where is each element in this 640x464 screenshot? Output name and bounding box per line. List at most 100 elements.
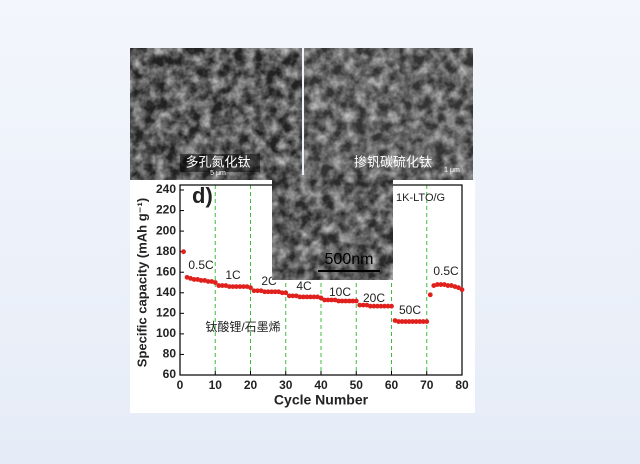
point <box>456 285 461 291</box>
point <box>434 282 440 287</box>
point <box>445 283 451 288</box>
point <box>357 302 363 308</box>
point <box>212 280 218 285</box>
annotation: 0.5C <box>433 264 459 278</box>
point <box>241 284 246 290</box>
point <box>181 249 186 255</box>
sem-left-texture <box>130 48 302 180</box>
annotation: 50C <box>399 303 421 317</box>
point <box>279 290 285 296</box>
point <box>417 319 423 324</box>
point <box>406 319 412 324</box>
point <box>198 278 204 283</box>
y-tick-label: 240 <box>156 182 176 196</box>
point <box>311 294 317 300</box>
point <box>350 298 356 304</box>
annotation: 1C <box>225 268 241 282</box>
point <box>230 284 236 290</box>
point <box>248 285 253 291</box>
label-bg <box>180 154 260 172</box>
point <box>399 319 405 324</box>
y-tick-label: 160 <box>156 264 176 278</box>
point <box>234 284 239 290</box>
annotation: 20C <box>363 291 385 305</box>
point <box>283 290 289 296</box>
point <box>262 289 267 295</box>
annotation: 0.5C <box>188 258 214 272</box>
y-tick-label: 200 <box>156 223 176 237</box>
panel-label: d) <box>192 183 213 208</box>
x-tick-label: 60 <box>385 378 399 392</box>
x-tick-label: 0 <box>177 378 184 392</box>
y-tick-label: 80 <box>163 347 177 361</box>
sem-right-label: 掺钒碳硫化钛 <box>354 154 432 169</box>
x-tick-label: 10 <box>209 378 223 392</box>
point <box>336 298 342 304</box>
sem-inset-texture <box>272 175 393 280</box>
point <box>424 319 430 324</box>
point <box>297 294 303 300</box>
point <box>272 289 278 295</box>
point <box>237 284 243 290</box>
point <box>290 293 296 299</box>
y-tick-label: 100 <box>156 326 176 340</box>
x-tick-label: 80 <box>455 378 469 392</box>
point <box>410 319 416 324</box>
y-tick-label: 60 <box>163 367 177 381</box>
point <box>318 295 324 301</box>
inset-scale: 500nm <box>325 251 374 268</box>
point <box>396 319 401 324</box>
point <box>304 294 310 300</box>
point <box>251 288 257 294</box>
annotation: 10C <box>329 285 351 299</box>
x-tick-label: 20 <box>244 378 258 392</box>
point <box>385 303 391 309</box>
y-tick-label: 220 <box>156 203 176 217</box>
point <box>300 294 306 300</box>
x-tick-label: 30 <box>279 378 293 392</box>
point <box>353 298 359 304</box>
point <box>269 289 275 295</box>
point <box>420 319 426 324</box>
point <box>191 277 197 282</box>
point <box>375 303 380 309</box>
y-tick-label: 140 <box>156 285 176 299</box>
annotation: 4C <box>296 279 312 293</box>
plot: 60 80 100 120 140 160 180 200 220 240 0 10 20 30 40 50 6… <box>134 182 469 408</box>
x-tick-label: 70 <box>420 378 434 392</box>
point <box>339 298 345 304</box>
point <box>308 294 313 300</box>
point <box>226 284 232 290</box>
point <box>286 293 292 299</box>
point <box>378 303 384 309</box>
point <box>343 298 349 304</box>
point <box>216 283 222 288</box>
y-tick-label: 180 <box>156 244 176 258</box>
point <box>346 298 352 304</box>
point <box>255 288 260 294</box>
y-axis-label: Specific capacity (mAh g⁻¹) <box>134 198 149 367</box>
point <box>360 302 366 308</box>
point <box>325 297 331 303</box>
sem-right-scale: 1 μm <box>444 167 460 174</box>
sem-left-label: 多孔氮化钛 <box>185 154 250 169</box>
point <box>329 297 334 303</box>
point <box>459 287 465 293</box>
sem-left-scale: 5 μm <box>210 170 226 177</box>
point <box>382 303 387 309</box>
point <box>265 289 271 295</box>
x-axis-label: Cycle Number <box>274 392 369 408</box>
sem-right-texture <box>304 48 473 180</box>
point <box>427 292 433 298</box>
x-tick-label: 40 <box>314 378 328 392</box>
point <box>403 319 408 324</box>
point <box>438 282 444 287</box>
point <box>219 283 225 288</box>
point <box>413 319 419 324</box>
y-tick-label: 120 <box>156 306 176 320</box>
x-tick-label: 50 <box>350 378 364 392</box>
point <box>371 303 377 309</box>
legend-text: 1K-LTO/G <box>396 192 445 204</box>
point <box>322 297 327 303</box>
